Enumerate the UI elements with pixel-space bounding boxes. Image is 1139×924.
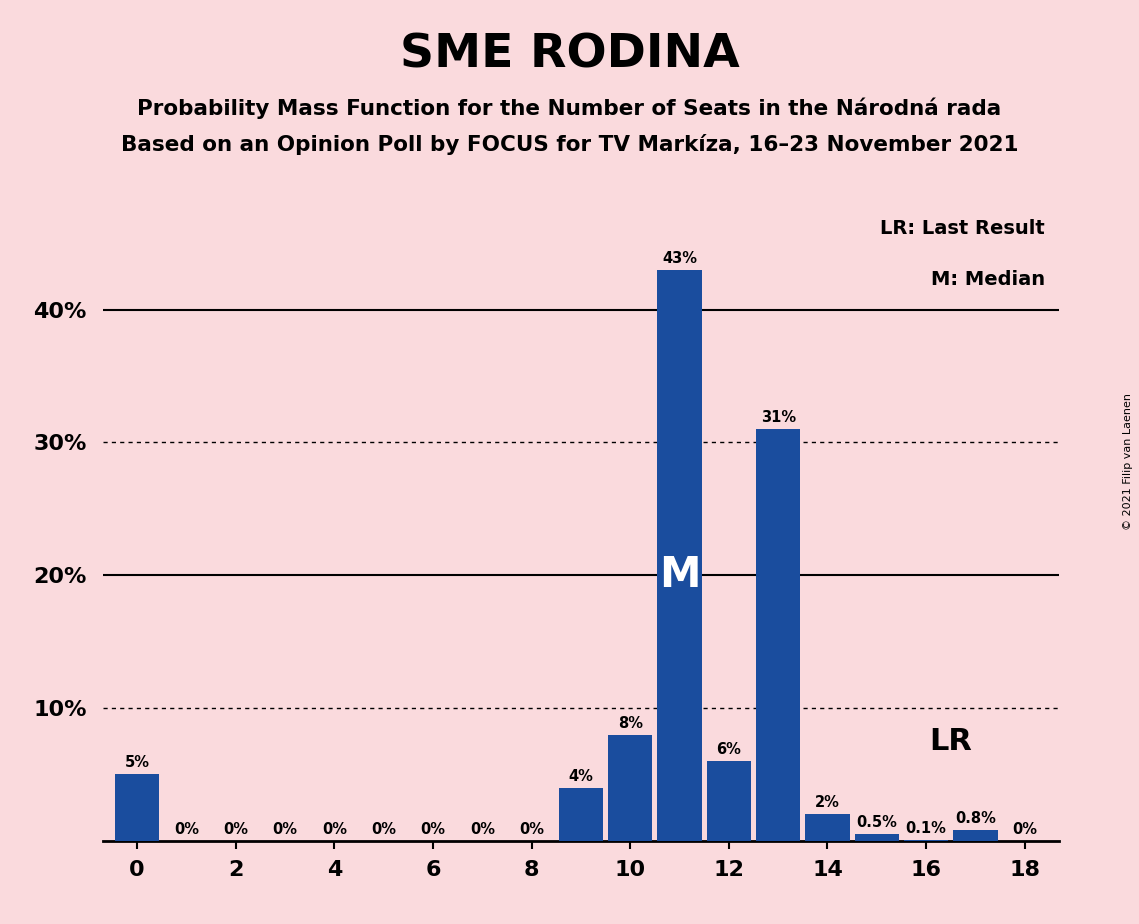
Text: 0%: 0% bbox=[469, 821, 494, 837]
Text: 0.5%: 0.5% bbox=[857, 815, 898, 831]
Text: 6%: 6% bbox=[716, 742, 741, 757]
Text: 0%: 0% bbox=[371, 821, 396, 837]
Text: 0%: 0% bbox=[420, 821, 445, 837]
Text: 4%: 4% bbox=[568, 769, 593, 784]
Text: 2%: 2% bbox=[816, 796, 839, 810]
Bar bbox=[953, 831, 998, 841]
Text: 8%: 8% bbox=[617, 715, 642, 731]
Text: SME RODINA: SME RODINA bbox=[400, 32, 739, 78]
Text: LR: Last Result: LR: Last Result bbox=[880, 219, 1044, 238]
Bar bbox=[608, 735, 653, 841]
Text: 0.8%: 0.8% bbox=[954, 811, 995, 826]
Text: 43%: 43% bbox=[662, 250, 697, 266]
Text: M: Median: M: Median bbox=[931, 270, 1044, 289]
Text: 0%: 0% bbox=[1013, 821, 1038, 837]
Bar bbox=[805, 814, 850, 841]
Text: 0%: 0% bbox=[174, 821, 199, 837]
Bar bbox=[706, 761, 751, 841]
Bar bbox=[756, 429, 801, 841]
Text: Probability Mass Function for the Number of Seats in the Národná rada: Probability Mass Function for the Number… bbox=[138, 97, 1001, 118]
Text: LR: LR bbox=[929, 726, 973, 756]
Text: M: M bbox=[658, 554, 700, 596]
Text: © 2021 Filip van Laenen: © 2021 Filip van Laenen bbox=[1123, 394, 1133, 530]
Text: 31%: 31% bbox=[761, 410, 796, 425]
Text: 0%: 0% bbox=[322, 821, 346, 837]
Text: 0%: 0% bbox=[519, 821, 544, 837]
Text: 0%: 0% bbox=[272, 821, 297, 837]
Text: Based on an Opinion Poll by FOCUS for TV Markíza, 16–23 November 2021: Based on an Opinion Poll by FOCUS for TV… bbox=[121, 134, 1018, 155]
Text: 5%: 5% bbox=[124, 756, 149, 771]
Bar bbox=[115, 774, 159, 841]
Bar bbox=[904, 840, 949, 841]
Bar bbox=[854, 834, 899, 841]
Bar bbox=[559, 787, 603, 841]
Bar bbox=[657, 270, 702, 841]
Text: 0%: 0% bbox=[223, 821, 248, 837]
Text: 0.1%: 0.1% bbox=[906, 821, 947, 835]
